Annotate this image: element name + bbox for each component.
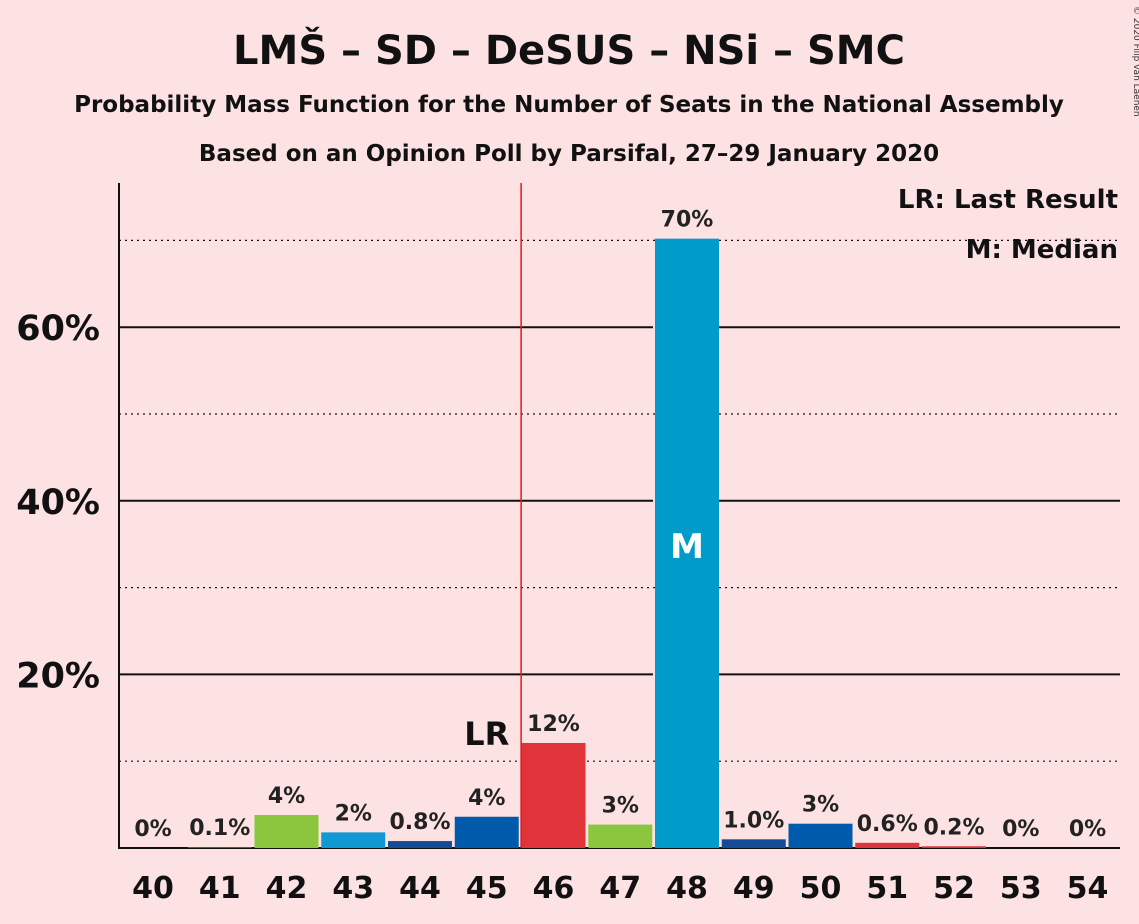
label-layer: 20% 40% 60% 0% 40 0.1% 41 4% 42 2% 43 0.8% 44 4% 45 12%… [16,183,1108,906]
x-tick-label-41: 41 [199,871,241,906]
bar-seat-44 [388,841,452,848]
copyright-text: © 2020 Filip van Laenen [1131,6,1139,117]
bar-seat-46 [521,742,586,848]
bar-seat-42 [254,815,319,848]
x-tick-label-52: 52 [933,871,975,906]
bar-layer [187,238,986,848]
data-label-seat-47: 3% [602,794,639,819]
data-label-seat-46: 12% [527,712,580,737]
x-tick-label-42: 42 [266,871,308,906]
data-label-seat-44: 0.8% [389,810,450,835]
y-tick-label-20: 20% [16,656,100,696]
bar-seat-49 [721,839,786,848]
last-result-marker: LR [464,715,509,753]
y-tick-label-60: 60% [16,309,100,349]
x-tick-label-43: 43 [332,871,374,906]
data-label-seat-41: 0.1% [189,816,250,841]
x-tick-label-47: 47 [599,871,641,906]
bar-seat-47 [588,824,653,848]
x-tick-label-48: 48 [666,871,708,906]
data-label-seat-50: 3% [802,793,839,818]
x-tick-label-40: 40 [132,871,174,906]
data-label-seat-45: 4% [468,786,505,811]
data-label-seat-43: 2% [335,801,372,826]
chart-subtitle: Probability Mass Function for the Number… [74,92,1064,118]
legend-last-result: LR: Last Result [898,185,1118,215]
bar-seat-51 [855,842,920,848]
chart-title: LMŠ – SD – DeSUS – NSi – SMC [233,26,905,74]
x-tick-label-54: 54 [1067,871,1109,906]
bar-seat-48 [655,238,719,848]
data-label-seat-52: 0.2% [923,815,984,840]
bar-seat-43 [321,832,386,848]
chart-subtitle-2: Based on an Opinion Poll by Parsifal, 27… [199,141,939,167]
grid-layer [118,183,1120,849]
bar-seat-52 [922,846,986,848]
data-label-seat-42: 4% [268,784,305,809]
data-label-seat-54: 0% [1069,817,1106,842]
data-label-seat-53: 0% [1002,817,1039,842]
bar-seat-41 [187,847,252,848]
x-tick-label-44: 44 [399,871,441,906]
x-tick-label-49: 49 [733,871,775,906]
data-label-seat-49: 1.0% [723,808,784,833]
x-tick-label-45: 45 [466,871,508,906]
legend-median: M: Median [966,235,1118,265]
x-tick-label-46: 46 [533,871,575,906]
median-marker: M [670,527,704,567]
x-tick-label-53: 53 [1000,871,1042,906]
data-label-seat-40: 0% [134,817,171,842]
data-label-seat-51: 0.6% [857,812,918,837]
y-tick-label-40: 40% [16,483,100,523]
data-label-seat-48: 70% [661,208,714,233]
bar-seat-50 [788,823,853,848]
bar-seat-45 [454,816,519,848]
x-tick-label-51: 51 [866,871,908,906]
x-tick-label-50: 50 [800,871,842,906]
